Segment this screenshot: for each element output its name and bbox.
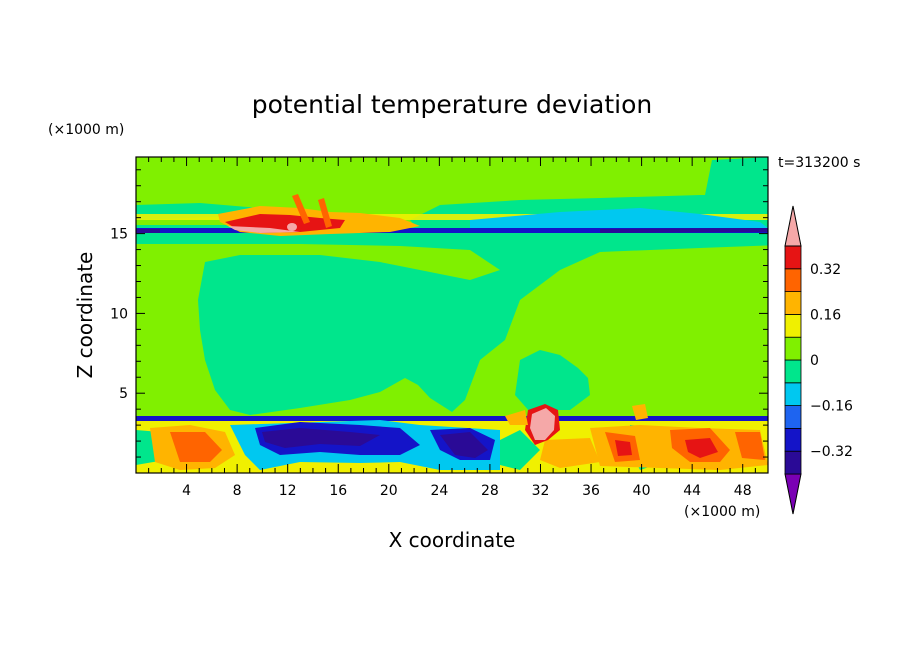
y-axis-label: Z coordinate	[73, 252, 97, 379]
x-unit-label: (×1000 m)	[684, 504, 760, 520]
colorbar: −0.32 −0.16 0 0.16 0.32	[784, 205, 853, 515]
x-tick-label: 4	[182, 483, 191, 499]
colorbar-segment	[784, 359, 802, 384]
colorbar-segment	[784, 427, 802, 452]
chart-title: potential temperature deviation	[252, 90, 652, 119]
y-unit-label: (×1000 m)	[48, 122, 124, 138]
x-tick-label: 40	[633, 483, 651, 499]
tropopause-warm-core	[228, 226, 300, 233]
y-axis: 5 10 15	[110, 169, 768, 458]
bl-mid-warm	[540, 438, 600, 468]
mid-plume-left	[136, 225, 768, 415]
colorbar-segment	[784, 245, 802, 270]
x-axis: 4 8 12 16 20 24 28 32 36 40 44 48	[148, 157, 756, 499]
bl-warm-right-core	[615, 438, 718, 458]
tropopause-cyan	[470, 208, 768, 228]
warm-spot-a	[287, 223, 297, 231]
x-tick-label: 48	[734, 483, 752, 499]
colorbar-label: 0	[810, 353, 819, 369]
colorbar-segment	[784, 405, 802, 429]
warm-spot-b	[301, 221, 309, 231]
colorbar-label: 0.16	[810, 307, 841, 323]
y-tick-label: 15	[110, 227, 128, 243]
colorbar-label: −0.32	[810, 444, 853, 460]
bl-warm-right-red	[605, 428, 765, 462]
x-tick-label: 24	[430, 483, 448, 499]
x-tick-label: 32	[532, 483, 550, 499]
colorbar-label: −0.16	[810, 399, 853, 415]
x-tick-label: 44	[683, 483, 701, 499]
contour-field	[136, 157, 768, 473]
x-tick-label: 16	[329, 483, 347, 499]
tropopause-cold-band	[136, 228, 768, 233]
mid-plume-right	[515, 350, 590, 412]
x-tick-label: 36	[582, 483, 600, 499]
colorbar-segment	[784, 382, 802, 406]
colorbar-max-arrow	[784, 205, 802, 247]
x-tick-label: 8	[233, 483, 242, 499]
x-tick-label: 20	[380, 483, 398, 499]
tropopause-streaks	[292, 194, 332, 228]
tropopause-cold-core	[136, 228, 768, 233]
bl-deep-cold	[262, 428, 488, 458]
bl-top-cold	[136, 416, 768, 421]
bl-warm-left-core	[170, 432, 222, 462]
y-tick-label: 10	[110, 306, 128, 322]
colorbar-segment	[784, 450, 802, 475]
colorbar-min-arrow	[784, 473, 802, 515]
colorbar-segment	[784, 336, 802, 361]
time-label: t=313200 s	[778, 155, 860, 171]
colorbar-segment	[784, 313, 802, 338]
colorbar-segment	[784, 291, 802, 315]
y-tick-label: 5	[119, 386, 128, 402]
right-green-column	[700, 157, 768, 225]
warm-bubble-edge	[505, 404, 648, 425]
colorbar-segment	[784, 268, 802, 292]
colorbar-label: 0.32	[810, 262, 841, 278]
x-tick-label: 12	[279, 483, 297, 499]
tropopause-yellow	[136, 214, 768, 220]
warm-bubble-core	[530, 408, 555, 440]
x-axis-label: X coordinate	[389, 528, 516, 552]
x-tick-label: 28	[481, 483, 499, 499]
